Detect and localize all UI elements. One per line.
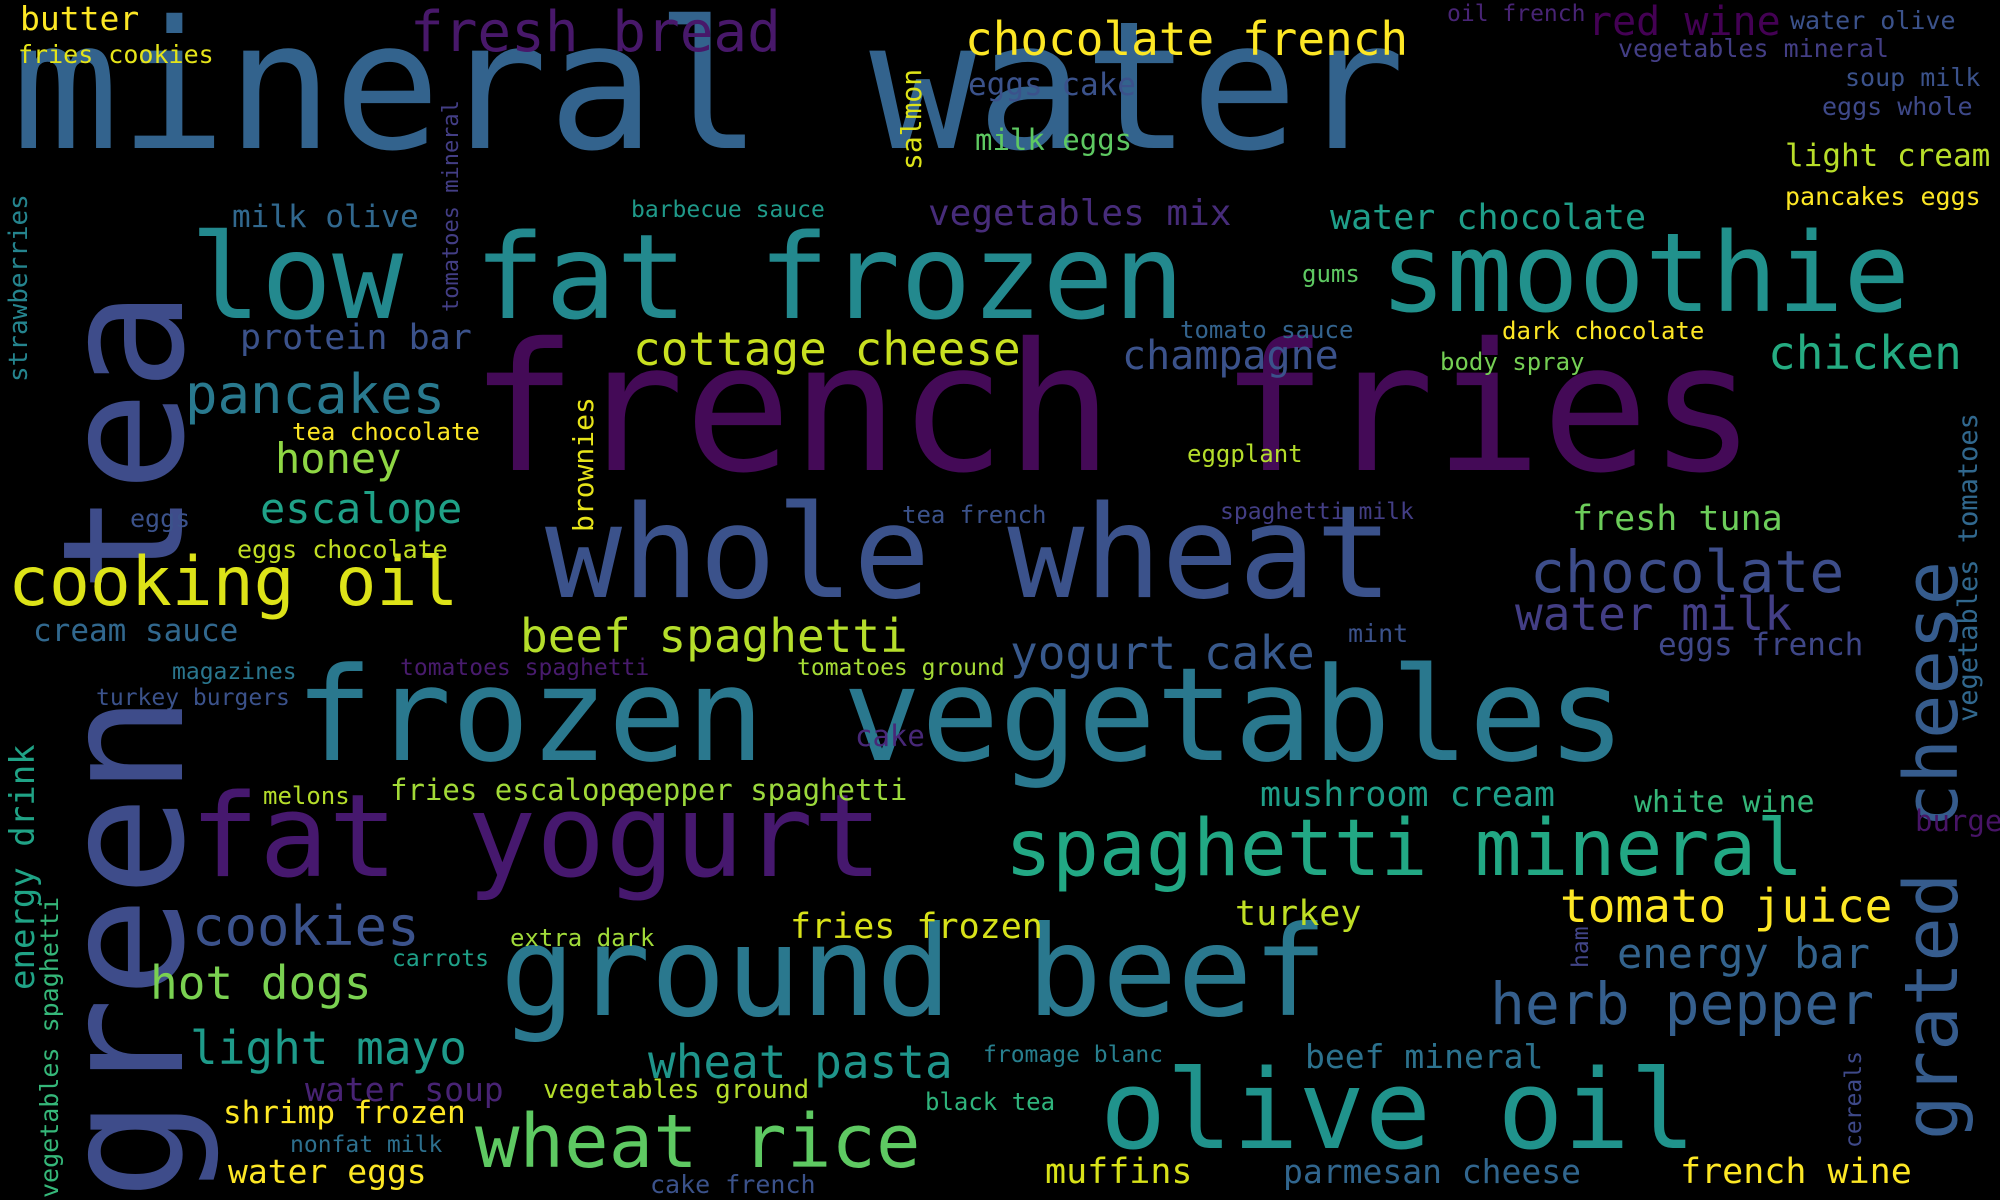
word: turkey — [1235, 894, 1362, 934]
word: escalope — [260, 484, 463, 533]
word: fries cookies — [18, 40, 214, 69]
word: oil french — [1447, 1, 1586, 27]
word: butter — [20, 0, 140, 38]
word: gums — [1302, 260, 1360, 288]
word: fromage blanc — [983, 1042, 1164, 1068]
word: chocolate — [1530, 538, 1845, 606]
word: shrimp frozen — [223, 1095, 466, 1131]
word: cooking oil — [8, 543, 459, 622]
word: water soup — [305, 1070, 504, 1109]
word: french wine — [1680, 1152, 1912, 1192]
word: pepper spaghetti — [628, 773, 908, 807]
word: yogurt cake — [1010, 626, 1315, 680]
word: light mayo — [190, 1021, 467, 1075]
word: soup milk — [1845, 63, 1981, 92]
word: ham — [1568, 926, 1594, 968]
word: protein bar — [240, 318, 472, 358]
word: cereals — [1841, 1051, 1867, 1148]
word: parmesan cheese — [1283, 1152, 1582, 1191]
word: cottage cheese — [633, 322, 1021, 376]
word: chocolate french — [965, 12, 1409, 66]
word: fat yogurt — [190, 770, 883, 904]
word: eggplant — [1187, 440, 1303, 468]
word: fries frozen — [790, 907, 1043, 947]
word: melons — [263, 782, 350, 810]
word: vegetables mineral — [1618, 34, 1889, 63]
word: wheat rice — [475, 1099, 921, 1185]
word: mineral water — [12, 0, 1406, 190]
word: light cream — [1785, 138, 1991, 174]
word: turkey burgers — [96, 685, 290, 711]
word: tomatoes spaghetti — [400, 655, 650, 681]
word: honey — [275, 434, 402, 483]
word: milk eggs — [975, 123, 1133, 157]
word: green tea — [26, 289, 222, 1200]
word: milk olive — [232, 199, 419, 235]
word: low fat frozen — [190, 208, 1185, 346]
word: french fries — [470, 305, 1756, 512]
word: water milk — [1515, 587, 1792, 641]
word: extra dark — [510, 924, 655, 952]
word: brownies — [567, 397, 600, 532]
word: nonfat milk — [290, 1132, 443, 1158]
word: eggs whole — [1822, 92, 1973, 121]
word: frozen vegetables — [295, 639, 1626, 791]
word: whole wheat — [545, 479, 1393, 628]
word: spaghetti milk — [1220, 499, 1414, 525]
word: smoothie — [1380, 209, 1910, 337]
word: barbecue sauce — [631, 197, 825, 223]
word: dark chocolate — [1502, 317, 1705, 345]
word: chicken — [1768, 326, 1962, 380]
word: tea french — [902, 501, 1047, 529]
word: water olive — [1790, 6, 1956, 35]
word: champagne — [1122, 333, 1339, 379]
word: pancakes eggs — [1785, 182, 1981, 211]
word: ground beef — [500, 900, 1328, 1045]
word: strawberries — [4, 194, 34, 382]
word: fries escalope — [390, 773, 635, 807]
word: white wine — [1634, 785, 1815, 820]
word: beef mineral — [1305, 1037, 1544, 1076]
word: cake french — [650, 1170, 816, 1199]
word: energy bar — [1617, 929, 1870, 978]
word: cream sauce — [33, 613, 239, 649]
word: hot dogs — [150, 956, 372, 1010]
word: water eggs — [228, 1152, 427, 1191]
word: wheat pasta — [648, 1035, 953, 1089]
word: body spray — [1440, 348, 1585, 376]
word: salmon — [895, 68, 928, 170]
word: eggs — [130, 504, 191, 533]
word: cake — [855, 719, 925, 753]
word: mushroom cream — [1260, 775, 1556, 815]
word: vegetables tomatoes — [1953, 413, 1984, 722]
word: tomato juice — [1560, 879, 1893, 933]
word: spaghetti mineral — [1005, 804, 1804, 894]
word: water chocolate — [1330, 198, 1647, 238]
word: eggs french — [1658, 627, 1864, 663]
word: herb pepper — [1490, 970, 1875, 1038]
word: tomatoes ground — [797, 655, 1005, 681]
word: eggs cake — [968, 67, 1136, 103]
word: tea chocolate — [292, 418, 480, 446]
word: cookies — [192, 895, 420, 958]
word: tomatoes mineral — [439, 100, 464, 312]
word: red wine — [1588, 0, 1781, 45]
word: black tea — [925, 1088, 1056, 1116]
word: olive oil — [1100, 1046, 1697, 1174]
word: fresh bread — [410, 0, 781, 65]
word: beef spaghetti — [520, 609, 908, 663]
word: pancakes — [185, 363, 446, 426]
word: carrots — [392, 946, 489, 972]
word: mint — [1348, 619, 1409, 648]
word: vegetables spaghetti — [35, 896, 64, 1198]
word: fresh tuna — [1572, 499, 1783, 539]
word: tomato sauce — [1180, 316, 1354, 344]
word: vegetables ground — [543, 1075, 810, 1105]
word: burger — [1915, 804, 2000, 838]
word: magazines — [172, 659, 297, 685]
word: vegetables mix — [928, 193, 1232, 234]
word: eggs chocolate — [237, 535, 448, 564]
word: muffins — [1045, 1152, 1193, 1192]
